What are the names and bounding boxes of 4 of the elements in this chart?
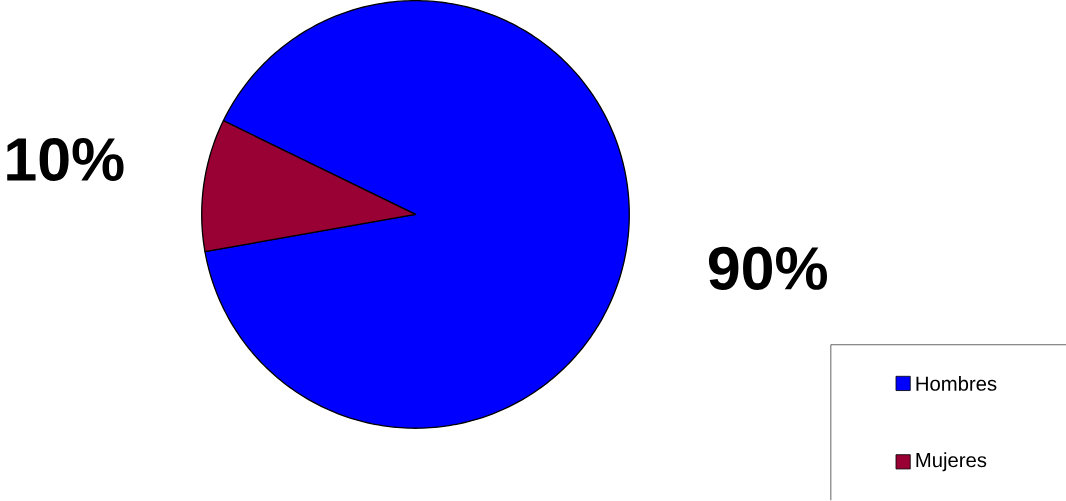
legend-label: Mujeres xyxy=(916,452,987,472)
legend-label: Hombres xyxy=(916,376,997,392)
data-label: 10% xyxy=(7,138,124,182)
data-label: 90% xyxy=(708,247,827,291)
